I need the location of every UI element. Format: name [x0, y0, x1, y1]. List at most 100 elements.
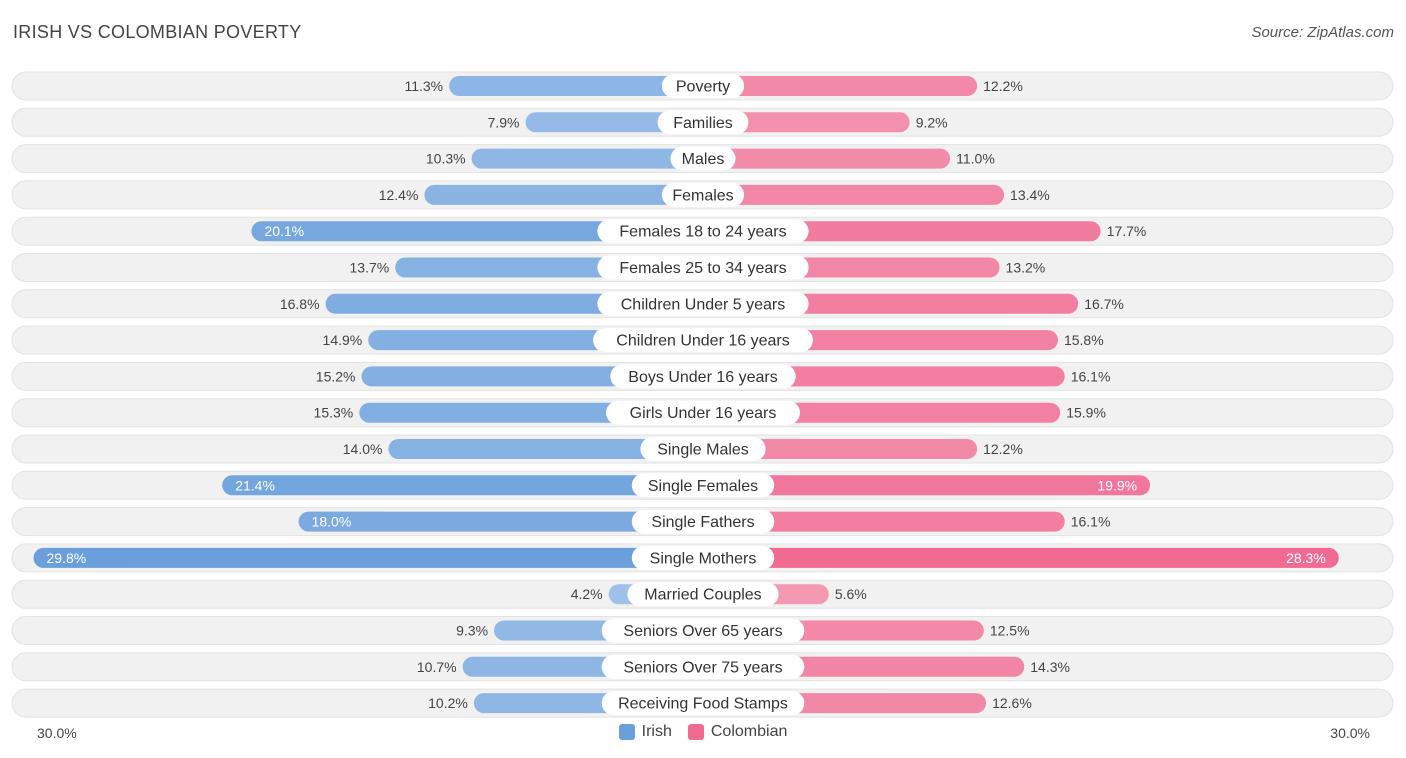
chart-source: Source: ZipAtlas.com: [1251, 24, 1394, 41]
chart-plot: 11.3% 12.2% Poverty 7.9% 9.2% Families 10.3% 11…: [11, 71, 1394, 718]
chart-title: IRISH VS COLOMBIAN POVERTY: [13, 22, 302, 42]
legend-item-irish[interactable]: Irish: [618, 723, 672, 741]
category-label: Children Under 5 years: [621, 296, 786, 313]
bar-irish: [525, 112, 703, 133]
row-single-fathers: 18.0% 16.1% Single Fathers: [11, 507, 1394, 537]
bar-irish: [222, 475, 704, 496]
value-label-colombian: 19.9%: [1097, 477, 1137, 493]
bar-irish: [471, 148, 703, 169]
category-pill: [601, 654, 805, 679]
category-pill: [597, 255, 809, 280]
category-pill: [597, 219, 809, 244]
bar-colombian: [703, 439, 978, 459]
category-pill: [627, 582, 779, 607]
category-label: Married Couples: [644, 587, 761, 604]
row-receiving-food-stamps: 10.2% 12.6% Receiving Food Stamps: [11, 688, 1394, 718]
value-label-irish: 13.7%: [350, 260, 390, 276]
bar-colombian: [703, 184, 1005, 205]
category-pill: [631, 473, 775, 498]
category-label: Receiving Food Stamps: [618, 696, 788, 713]
row-males: 10.3% 11.0% Males: [11, 144, 1394, 174]
value-label-colombian: 5.6%: [835, 586, 867, 602]
value-label-irish: 7.9%: [488, 114, 520, 130]
bar-colombian: [703, 112, 910, 133]
category-pill: [601, 691, 805, 716]
value-label-colombian: 15.8%: [1064, 332, 1104, 348]
value-label-irish: 14.9%: [323, 332, 363, 348]
value-label-colombian: 11.0%: [956, 151, 995, 167]
value-label-colombian: 17.7%: [1107, 223, 1147, 239]
value-label-irish: 10.3%: [426, 151, 466, 167]
value-label-colombian: 15.9%: [1066, 405, 1106, 421]
category-label: Seniors Over 65 years: [623, 623, 782, 640]
value-label-irish: 11.3%: [404, 78, 443, 94]
value-label-irish: 20.1%: [264, 223, 304, 239]
row-females-18-to-24-years: 20.1% 17.7% Females 18 to 24 years: [11, 216, 1394, 246]
legend-label-colombian: Colombian: [710, 723, 788, 740]
row-single-males: 14.0% 12.2% Single Males: [11, 434, 1394, 464]
category-label: Single Mothers: [650, 550, 757, 567]
value-label-irish: 10.2%: [428, 695, 468, 711]
value-label-colombian: 28.3%: [1286, 550, 1326, 566]
category-pill: [661, 182, 745, 207]
category-label: Families: [673, 115, 733, 132]
value-label-colombian: 12.2%: [983, 78, 1023, 94]
value-label-irish: 18.0%: [312, 514, 352, 530]
value-label-irish: 12.4%: [379, 187, 419, 203]
bar-colombian: [703, 76, 978, 96]
value-label-colombian: 14.3%: [1030, 659, 1070, 675]
category-label: Females 25 to 34 years: [619, 260, 786, 277]
category-pill: [640, 437, 766, 461]
axis-right-label: 30.0%: [1330, 725, 1370, 741]
value-label-colombian: 12.2%: [983, 441, 1023, 457]
chart-legend: Irish Colombian: [0, 723, 1406, 741]
row-single-mothers: 29.8% 28.3% Single Mothers: [11, 543, 1394, 573]
value-label-colombian: 16.7%: [1084, 296, 1124, 312]
row-families: 7.9% 9.2% Families: [11, 107, 1394, 137]
category-label: Single Fathers: [651, 514, 754, 531]
row-seniors-over-75-years: 10.7% 14.3% Seniors Over 75 years: [11, 652, 1394, 682]
legend-label-irish: Irish: [641, 723, 672, 740]
category-pill: [670, 146, 736, 171]
legend-item-colombian[interactable]: Colombian: [687, 723, 788, 741]
bar-irish: [449, 76, 703, 96]
row-girls-under-16-years: 15.3% 15.9% Girls Under 16 years: [11, 398, 1394, 428]
value-label-colombian: 9.2%: [916, 114, 948, 130]
row-children-under-16-years: 14.9% 15.8% Children Under 16 years: [11, 325, 1394, 355]
category-label: Boys Under 16 years: [628, 369, 777, 386]
category-label: Females: [672, 187, 733, 204]
value-label-irish: 14.0%: [343, 441, 383, 457]
axis-left-label: 30.0%: [37, 725, 77, 741]
row-seniors-over-65-years: 9.3% 12.5% Seniors Over 65 years: [11, 616, 1394, 645]
value-label-colombian: 16.1%: [1071, 368, 1111, 384]
bar-irish: [251, 221, 704, 242]
bar-colombian: [703, 547, 1339, 568]
value-label-colombian: 12.5%: [990, 623, 1030, 639]
bar-colombian: [703, 148, 951, 169]
category-pill: [657, 110, 749, 135]
bar-colombian: [703, 475, 1151, 496]
category-pill: [610, 364, 796, 389]
category-pill: [631, 545, 775, 570]
value-label-irish: 16.8%: [280, 296, 320, 312]
category-label: Seniors Over 75 years: [623, 659, 782, 676]
bar-irish: [298, 511, 703, 532]
category-label: Single Females: [648, 478, 758, 495]
value-label-irish: 10.7%: [417, 659, 457, 675]
category-pill: [631, 509, 775, 534]
legend-swatch-irish: [618, 724, 635, 740]
category-pill: [606, 400, 800, 425]
row-children-under-5-years: 16.8% 16.7% Children Under 5 years: [11, 289, 1394, 319]
row-single-females: 21.4% 19.9% Single Females: [11, 470, 1394, 500]
bar-irish: [33, 547, 703, 568]
category-label: Poverty: [676, 79, 730, 96]
value-label-irish: 15.2%: [316, 368, 356, 384]
row-poverty: 11.3% 12.2% Poverty: [11, 71, 1394, 101]
bar-irish: [424, 184, 703, 205]
category-label: Males: [682, 151, 725, 168]
value-label-colombian: 16.1%: [1071, 514, 1111, 530]
row-females: 12.4% 13.4% Females: [11, 180, 1394, 210]
legend-swatch-colombian: [687, 724, 704, 740]
value-label-colombian: 13.2%: [1006, 260, 1046, 276]
value-label-irish: 9.3%: [456, 623, 488, 639]
